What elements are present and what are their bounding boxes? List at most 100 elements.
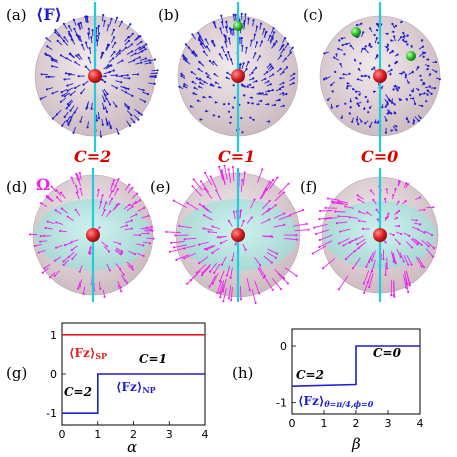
- arrow-head: [279, 67, 282, 70]
- vector-arrow: [71, 239, 79, 243]
- arrow-head: [51, 92, 54, 95]
- arrow-head: [207, 230, 210, 233]
- arrow-head: [220, 14, 223, 17]
- vector-field-c: [323, 20, 441, 134]
- arrow-head: [368, 285, 371, 289]
- arrow-head: [222, 290, 225, 293]
- arrow-head: [107, 24, 110, 27]
- arrow-head: [218, 280, 222, 283]
- arrow-head: [136, 192, 139, 195]
- arrow-head: [419, 93, 422, 96]
- arrow-head: [128, 124, 132, 127]
- arrow-head: [400, 36, 403, 39]
- arrow-head: [423, 208, 426, 211]
- arrow-head: [240, 117, 243, 120]
- arrow-head: [416, 243, 419, 246]
- vector-arrow: [239, 286, 242, 300]
- arrow-head: [258, 55, 261, 58]
- vector-arrow: [368, 273, 374, 288]
- arrow-head: [112, 57, 115, 60]
- arrow-head: [410, 45, 413, 48]
- arrow-head: [305, 222, 308, 225]
- arrow-head: [349, 106, 352, 109]
- vector-arrow: [327, 198, 339, 201]
- arrow-head: [49, 276, 52, 279]
- series-group: [62, 333, 205, 415]
- vector-arrow: [246, 217, 253, 224]
- vector-arrow: [110, 180, 115, 188]
- arrow-head: [412, 97, 415, 100]
- vector-arrow: [216, 280, 223, 294]
- arrow-head: [87, 32, 90, 35]
- arrow-head: [203, 214, 206, 217]
- arrow-head: [272, 27, 275, 30]
- arrow-head: [342, 73, 345, 76]
- arrow-head: [249, 116, 252, 119]
- arrow-head: [390, 112, 393, 115]
- vector-arrow: [249, 199, 255, 209]
- vector-arrow: [254, 257, 261, 266]
- vector-arrow: [278, 215, 290, 221]
- arrow-head: [368, 44, 371, 47]
- arrow-head: [70, 248, 73, 252]
- arrow-head: [268, 180, 271, 183]
- arrow-head: [426, 89, 430, 92]
- vector-arrow: [101, 209, 106, 217]
- arrow-head: [268, 207, 271, 210]
- arrow-head: [198, 243, 201, 246]
- arrow-head: [340, 37, 343, 40]
- vector-field-e: [165, 164, 310, 304]
- arrow-head: [150, 225, 153, 228]
- arrow-head: [59, 100, 63, 103]
- arrow-head: [138, 46, 141, 49]
- arrow-head: [253, 33, 256, 36]
- legend-F: ⟨F⟩: [36, 5, 62, 24]
- arrow-head: [218, 165, 221, 168]
- arrow-head: [224, 53, 227, 57]
- arrow-head: [319, 209, 322, 213]
- vector-arrow: [406, 254, 413, 265]
- vector-arrow: [179, 225, 192, 229]
- vector-arrow: [349, 216, 358, 219]
- arrow-head: [229, 121, 232, 124]
- arrow-head: [131, 265, 134, 268]
- arrow-head: [175, 258, 178, 261]
- arrow-head: [69, 52, 72, 55]
- arrow-head: [145, 43, 148, 46]
- arrow-head: [307, 228, 310, 231]
- arrow-head: [255, 41, 259, 44]
- arrow-head: [423, 51, 427, 54]
- arrow-head: [219, 27, 222, 30]
- arrow-head: [360, 74, 363, 78]
- arrow-head: [233, 96, 236, 99]
- arrow-head: [295, 238, 298, 241]
- arrow-head: [107, 64, 110, 67]
- arrow-head: [270, 65, 273, 68]
- arrow-head: [365, 265, 368, 268]
- arrow-head: [229, 276, 232, 279]
- arrow-head: [208, 95, 211, 98]
- vector-arrow: [215, 190, 222, 201]
- arrow-head: [43, 267, 46, 270]
- arrow-head: [142, 244, 145, 247]
- annotation-np-sub: NP: [142, 385, 155, 395]
- arrow-head: [41, 271, 44, 274]
- arrow-head: [369, 189, 373, 192]
- annotation-np: ⟨Fz⟩NP: [116, 380, 156, 395]
- vector-arrow: [166, 231, 181, 233]
- arrow-head: [182, 55, 185, 58]
- vector-arrow: [403, 255, 409, 265]
- vector-field-a: [39, 14, 159, 138]
- arrow-head: [202, 50, 206, 53]
- vector-arrow: [68, 251, 75, 258]
- vector-arrow: [128, 250, 136, 255]
- vector-arrow: [257, 169, 263, 183]
- arrow-head: [392, 194, 395, 197]
- arrow-head: [120, 252, 123, 255]
- arrow-head: [79, 120, 82, 123]
- arrow-head: [112, 28, 115, 31]
- arrow-head: [50, 57, 54, 60]
- vector-arrow: [112, 204, 118, 211]
- arrow-head: [204, 38, 207, 41]
- vector-arrow: [263, 235, 273, 238]
